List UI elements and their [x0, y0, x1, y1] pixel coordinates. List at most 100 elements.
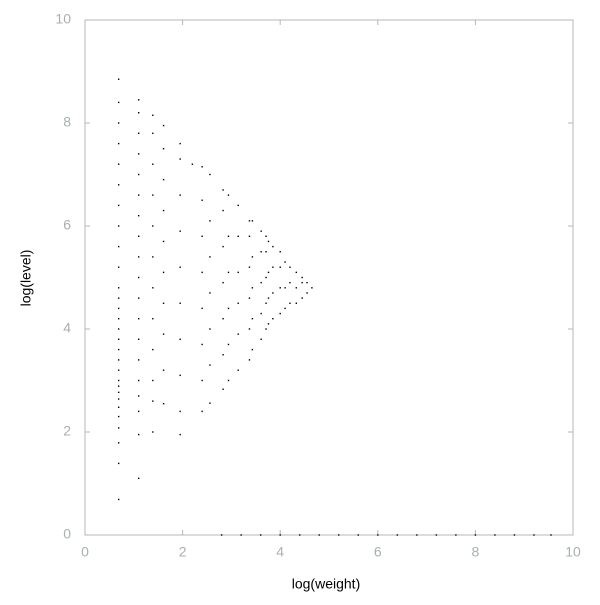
y-tick-label: 2 — [63, 423, 71, 439]
point — [117, 245, 120, 248]
point — [416, 534, 418, 536]
point — [513, 534, 516, 536]
point — [152, 194, 154, 196]
point — [222, 189, 224, 191]
point — [455, 534, 457, 536]
point — [179, 158, 181, 160]
point — [162, 302, 165, 304]
point — [117, 427, 120, 429]
x-tick-label: 2 — [179, 544, 187, 560]
point — [117, 462, 120, 465]
point — [152, 225, 154, 227]
point — [306, 281, 308, 284]
point — [227, 235, 230, 237]
point — [251, 220, 254, 222]
point — [179, 266, 181, 268]
point — [152, 431, 154, 433]
point — [117, 204, 120, 207]
point — [117, 142, 120, 145]
point — [117, 318, 120, 320]
point — [267, 297, 270, 299]
point — [201, 343, 203, 346]
point — [248, 297, 251, 299]
point — [306, 292, 308, 294]
point — [209, 364, 211, 366]
point — [152, 287, 154, 289]
point — [117, 398, 120, 400]
point — [179, 302, 181, 304]
point — [222, 354, 224, 356]
point — [279, 534, 281, 536]
point — [222, 209, 224, 212]
point — [295, 287, 298, 289]
point — [152, 318, 154, 320]
y-tick-label: 4 — [63, 320, 71, 336]
point — [117, 359, 120, 361]
point — [279, 266, 281, 268]
point — [137, 477, 140, 480]
point — [272, 318, 274, 320]
point — [301, 281, 303, 284]
point — [201, 166, 203, 168]
point — [396, 534, 399, 536]
point — [117, 406, 120, 408]
point — [179, 194, 181, 196]
point — [117, 266, 120, 268]
y-tick-label: 10 — [55, 11, 71, 27]
x-tick-label: 4 — [276, 544, 284, 560]
point — [279, 287, 281, 289]
point — [279, 312, 281, 315]
point — [248, 266, 251, 268]
point — [289, 281, 291, 284]
point — [201, 271, 203, 274]
point — [248, 328, 251, 330]
point — [237, 369, 239, 371]
point — [137, 194, 140, 196]
point — [272, 266, 274, 268]
point — [117, 442, 120, 444]
point — [117, 78, 120, 80]
point — [284, 261, 286, 263]
point — [209, 328, 211, 330]
point — [137, 153, 140, 155]
point — [117, 338, 120, 340]
point — [299, 534, 301, 536]
point — [260, 230, 262, 232]
point — [152, 256, 154, 258]
point — [279, 251, 281, 253]
point — [162, 209, 165, 212]
point — [550, 534, 552, 536]
point — [162, 271, 165, 274]
point — [267, 271, 270, 274]
point — [179, 142, 181, 145]
point — [227, 379, 230, 382]
point — [295, 302, 298, 304]
point — [284, 287, 286, 289]
point — [137, 235, 140, 237]
point — [137, 359, 140, 361]
point — [377, 534, 379, 536]
point — [117, 328, 120, 330]
point — [209, 173, 211, 176]
point — [227, 271, 230, 274]
point — [237, 333, 239, 335]
x-tick-label: 8 — [472, 544, 480, 560]
point — [259, 534, 262, 536]
point — [152, 348, 154, 351]
point — [137, 318, 140, 320]
point — [284, 307, 286, 310]
point — [311, 287, 313, 289]
point — [137, 256, 140, 258]
point — [240, 534, 242, 536]
point — [237, 271, 239, 274]
point — [474, 534, 477, 536]
point — [251, 256, 254, 258]
point — [117, 307, 120, 310]
point — [260, 312, 262, 315]
point — [152, 163, 154, 165]
point — [117, 287, 120, 289]
point — [117, 391, 120, 394]
point — [237, 235, 239, 237]
point — [251, 287, 254, 289]
point — [267, 240, 270, 243]
